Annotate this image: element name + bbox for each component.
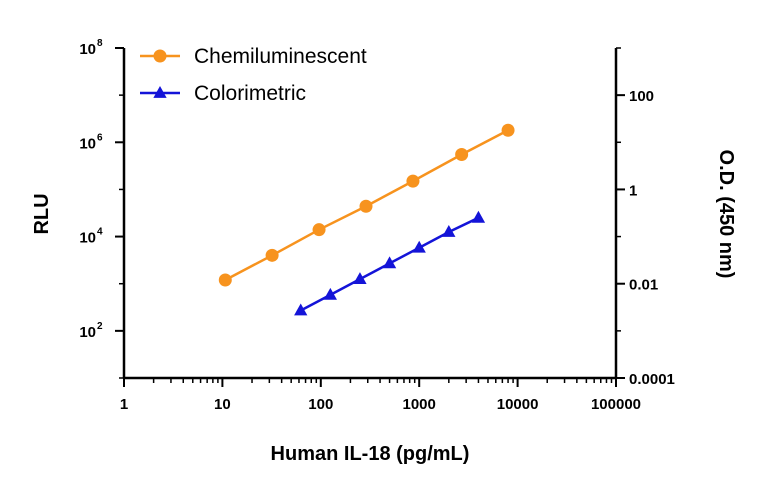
data-point-chemiluminescent — [312, 223, 326, 237]
data-point-chemiluminescent — [218, 273, 232, 287]
y2-tick-label: 0.0001 — [629, 371, 675, 388]
x-tick-label: 10000 — [497, 396, 539, 413]
left-y-axis-title: RLU — [31, 193, 53, 234]
y-tick-exponent: 6 — [97, 132, 103, 143]
x-axis-title: Human IL-18 (pg/mL) — [271, 443, 470, 465]
data-point-chemiluminescent — [455, 148, 469, 162]
y2-tick-label: 0.01 — [629, 277, 658, 294]
data-point-chemiluminescent — [265, 248, 279, 262]
data-point-chemiluminescent — [406, 174, 420, 188]
x-tick-label: 100000 — [591, 396, 641, 413]
y-tick-label: 10 — [79, 135, 96, 152]
legend: Chemiluminescent Colorimetric — [140, 45, 367, 105]
legend-label: Chemiluminescent — [194, 45, 367, 68]
legend-label: Colorimetric — [194, 82, 306, 105]
data-point-colorimetric — [294, 303, 308, 316]
data-point-colorimetric — [353, 272, 367, 285]
x-tick-label: 100 — [308, 396, 333, 413]
x-tick-label: 1 — [120, 396, 128, 413]
y-tick-label: 10 — [79, 230, 96, 247]
x-tick-label: 1000 — [403, 396, 436, 413]
data-point-chemiluminescent — [501, 123, 515, 137]
data-point-colorimetric — [382, 256, 397, 269]
legend-marker — [153, 86, 167, 98]
y-tick-label: 10 — [79, 41, 96, 58]
axes — [122, 48, 618, 380]
y-tick-label: 10 — [79, 324, 96, 341]
data-point-colorimetric — [442, 225, 456, 237]
right-y-axis-ticks: 0.0001 0.01 1 100 — [616, 47, 675, 388]
data-point-colorimetric — [412, 240, 426, 253]
y2-tick-label: 100 — [629, 88, 654, 105]
y-tick-exponent: 4 — [97, 227, 103, 238]
x-axis-ticks: 1 10 100 1000 10000 100000 — [120, 378, 641, 413]
data-point-chemiluminescent — [359, 199, 373, 213]
legend-marker — [153, 49, 167, 63]
x-tick-label: 10 — [214, 396, 231, 413]
y-tick-exponent: 2 — [97, 321, 103, 332]
y2-tick-label: 1 — [629, 182, 637, 199]
right-y-axis-title: O.D. (450 nm) — [715, 150, 737, 279]
series-layer — [218, 123, 515, 316]
data-point-colorimetric — [471, 210, 486, 223]
data-point-colorimetric — [323, 287, 337, 300]
y-tick-exponent: 8 — [97, 38, 103, 49]
